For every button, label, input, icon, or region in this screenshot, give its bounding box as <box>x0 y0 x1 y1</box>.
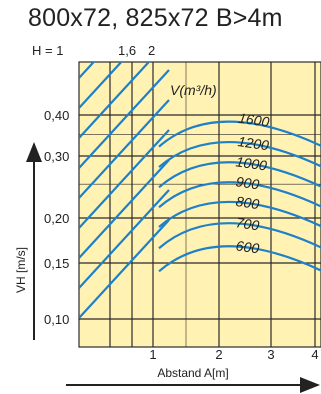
x-tick-label: 3 <box>267 347 274 362</box>
axis-decorations <box>26 142 320 393</box>
h-diagonal-line <box>79 99 170 199</box>
chart-labels: 0,10 0,15 0,20 0,30 0,40 1 2 3 4 Abstand A[m] VH [… <box>14 43 319 380</box>
x-tick-label: 2 <box>215 347 222 362</box>
h-diagonal-line <box>79 0 169 48</box>
flow-label-900: 900 <box>235 173 261 192</box>
h-label: H = 1 <box>32 43 63 58</box>
h-label: 2 <box>148 43 155 58</box>
plot-border <box>78 61 321 348</box>
x-axis-label: Abstand A[m] <box>157 366 228 380</box>
h-diagonal-line <box>79 69 170 169</box>
flow-label-1600: 1600 <box>237 110 270 130</box>
flow-label-800: 800 <box>235 193 261 212</box>
h-diagonal-line <box>79 0 169 18</box>
x-tick-label: 4 <box>311 347 318 362</box>
flow-label-1200: 1200 <box>237 133 270 153</box>
flow-curve-600 <box>158 245 321 273</box>
x-tick-label: 1 <box>149 347 156 362</box>
flow-curve-1200 <box>158 140 321 168</box>
h-diagonal-line <box>79 129 170 229</box>
flow-curve-900 <box>158 181 321 209</box>
flow-label-600: 600 <box>235 237 261 256</box>
y-tick-label: 0,10 <box>44 312 69 327</box>
h-diagonal-line <box>79 189 170 289</box>
y-tick-label: 0,40 <box>44 108 69 123</box>
y-axis-label: VH [m/s] <box>14 247 28 293</box>
y-tick-label: 0,30 <box>44 149 69 164</box>
chart-title: 800x72, 825x72 B>4m <box>28 4 283 32</box>
flow-curve-700 <box>158 222 321 250</box>
h-label: 1,6 <box>118 43 136 58</box>
data-curves <box>79 0 321 319</box>
flow-curve-1000 <box>158 161 321 189</box>
h-diagonal-line <box>79 159 170 259</box>
flow-curve-1600 <box>158 120 321 148</box>
flow-label-700: 700 <box>235 214 261 233</box>
y-tick-label: 0,20 <box>44 211 69 226</box>
flow-header: V(m³/h) <box>170 82 217 98</box>
flow-label-1000: 1000 <box>235 153 268 173</box>
h-diagonal-line <box>79 62 123 109</box>
h-diagonal-line <box>79 219 170 319</box>
h-diagonal-line <box>79 62 151 139</box>
flow-curve-800 <box>158 200 321 228</box>
y-tick-label: 0,15 <box>44 256 69 271</box>
